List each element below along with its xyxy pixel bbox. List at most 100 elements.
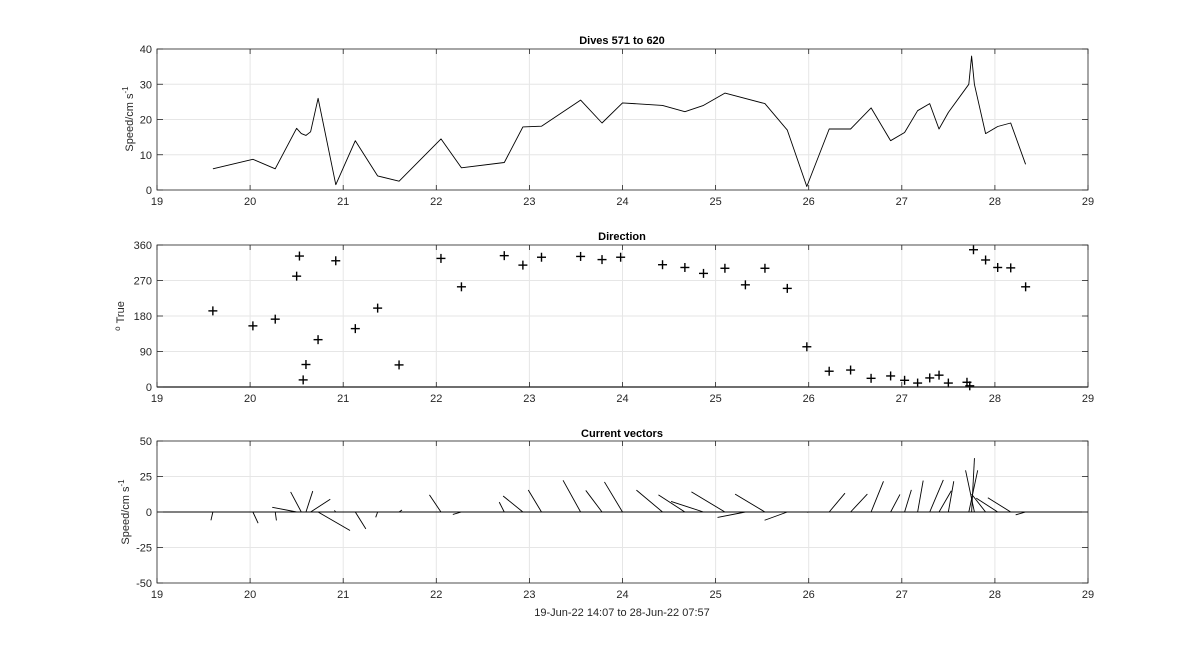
vectors-x-tick-label: 27 [896, 589, 908, 601]
speed-y-tick-label: 0 [146, 185, 152, 197]
vectors-y-tick-label: 25 [140, 472, 152, 484]
direction-point [900, 375, 910, 385]
direction-point [456, 282, 466, 292]
speed-y-tick-label: 10 [140, 150, 152, 162]
direction-y-axis-label-text: True [115, 301, 127, 323]
direction-y-ticks: 0 90 180 270 360 [134, 240, 1088, 394]
direction-point [680, 262, 690, 272]
direction-y-tick-label: 360 [134, 240, 152, 252]
direction-point [597, 255, 607, 265]
current-vector-stick [252, 511, 259, 524]
current-vector-stick [375, 511, 379, 518]
direction-point [913, 378, 923, 388]
vectors-series [157, 458, 1088, 531]
speed-y-tick-label: 40 [140, 44, 152, 56]
current-vector-stick [354, 511, 367, 530]
direction-point [373, 303, 383, 313]
vectors-x-tick-label: 22 [430, 589, 442, 601]
current-vector-stick [938, 490, 952, 513]
speed-y-ticks: 0 10 20 30 40 [140, 44, 1088, 197]
direction-y-tick-label: 0 [146, 382, 152, 394]
direction-x-tick-label: 22 [430, 393, 442, 405]
speed-series [212, 55, 1027, 187]
vectors-x-axis-label: 19-Jun-22 14:07 to 28-Jun-22 07:57 [534, 607, 710, 619]
direction-point [981, 255, 991, 265]
current-vector-stick [968, 470, 979, 513]
vectors-x-tick-label: 24 [616, 589, 628, 601]
vectors-y-tick-label: -25 [136, 543, 152, 555]
speed-y-tick-label: 20 [140, 115, 152, 127]
current-vector-stick [904, 489, 912, 513]
current-vector-stick [562, 480, 581, 513]
current-vector-stick [527, 489, 542, 513]
speed-x-tick-label: 23 [523, 196, 535, 208]
current-vector-stick [290, 491, 302, 513]
current-vector-stick [971, 493, 986, 513]
speed-y-axis-label: Speed/cm s-1 [121, 86, 136, 152]
current-vector-stick [398, 509, 403, 513]
direction-point [294, 251, 304, 261]
direction-x-tick-label: 28 [989, 393, 1001, 405]
direction-point [802, 342, 812, 352]
direction-point [576, 251, 586, 261]
direction-panel: 19 20 21 22 23 24 25 26 27 28 29 0 90 180 270 360 Dire… [113, 231, 1094, 405]
vectors-panel: 19 20 21 22 23 24 25 26 27 28 29 -50 -25 0 25 50 Curre… [117, 428, 1094, 619]
current-vector-stick [334, 510, 337, 513]
current-vector-stick [947, 481, 955, 513]
direction-chart-title: Direction [598, 231, 646, 243]
direction-point [698, 268, 708, 278]
speed-x-tick-label: 21 [337, 196, 349, 208]
vectors-y-tick-label: 0 [146, 507, 152, 519]
vectors-x-tick-label: 26 [803, 589, 815, 601]
direction-point [331, 256, 341, 266]
speed-y-axis-label-sup: -1 [121, 86, 130, 94]
direction-point [616, 252, 626, 262]
direction-point [1006, 263, 1016, 273]
direction-y-tick-label: 270 [134, 276, 152, 288]
current-vector-stick [604, 481, 623, 513]
current-vector-stick [976, 497, 998, 513]
direction-point [537, 252, 547, 262]
vectors-x-tick-label: 28 [989, 589, 1001, 601]
direction-x-tick-label: 25 [709, 393, 721, 405]
direction-point [968, 245, 978, 255]
speed-panel: 19 20 21 22 23 24 25 26 27 28 29 0 10 20 30 40 Dives 5… [121, 35, 1094, 208]
direction-y-tick-label: 90 [140, 347, 152, 359]
vectors-y-axis-label-sup: -1 [117, 479, 126, 487]
current-vector-stick [310, 498, 331, 513]
vectors-chart-title: Current vectors [581, 428, 663, 440]
current-vector-stick [317, 511, 351, 531]
current-vector-stick [452, 511, 462, 515]
current-vector-stick [210, 511, 214, 521]
speed-x-tick-label: 29 [1082, 196, 1094, 208]
speed-chart-title: Dives 571 to 620 [579, 35, 665, 47]
current-vector-stick [764, 511, 788, 521]
vectors-x-tick-label: 20 [244, 589, 256, 601]
direction-point [824, 366, 834, 376]
direction-x-ticks: 19 20 21 22 23 24 25 26 27 28 29 [151, 245, 1094, 405]
direction-point [846, 365, 856, 375]
direction-point [965, 381, 975, 391]
direction-point [298, 375, 308, 385]
vectors-y-tick-label: -50 [136, 578, 152, 590]
current-vector-stick [274, 511, 277, 521]
current-vector-stick [658, 494, 686, 513]
current-vector-stick [917, 480, 924, 513]
direction-y-tick-label: 180 [134, 311, 152, 323]
speed-x-tick-label: 28 [989, 196, 1001, 208]
direction-x-tick-label: 21 [337, 393, 349, 405]
speed-y-tick-label: 30 [140, 79, 152, 91]
direction-point [925, 373, 935, 383]
current-vector-stick [987, 497, 1011, 513]
vectors-x-tick-label: 21 [337, 589, 349, 601]
direction-point [248, 321, 258, 331]
vectors-x-tick-label: 19 [151, 589, 163, 601]
direction-point [350, 324, 360, 334]
current-vector-stick [429, 494, 442, 513]
current-vector-stick [828, 492, 846, 513]
current-vector-stick [734, 493, 766, 513]
current-vector-stick [691, 491, 726, 513]
speed-x-ticks: 19 20 21 22 23 24 25 26 27 28 29 [151, 49, 1094, 208]
current-vector-stick [498, 501, 505, 513]
direction-point [934, 370, 944, 380]
